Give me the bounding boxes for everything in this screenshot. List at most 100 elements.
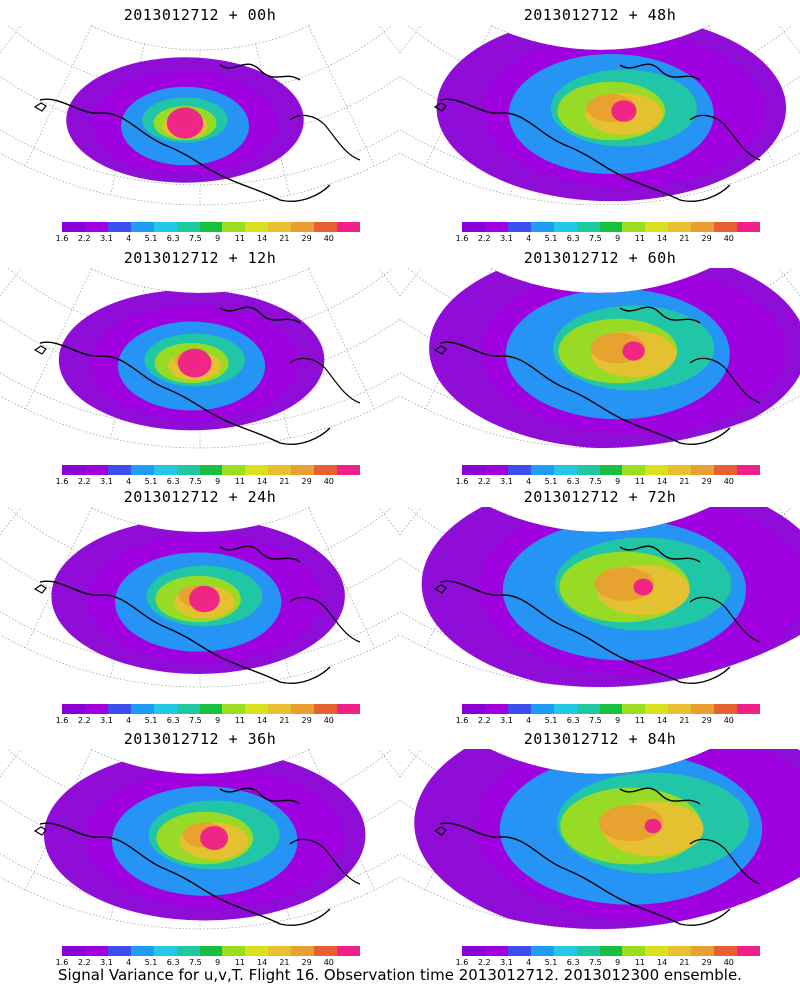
panel-title: 2013012712 + 36h: [123, 730, 277, 748]
variance-map: [0, 268, 400, 449]
colorbar-labels: 1.6 2.2 3.1 4 5.1 6.3 7.5 9 11 14 21 29 40: [445, 234, 775, 244]
colorbar-swatch: [599, 704, 623, 714]
colorbar-tick-label: 3.1: [100, 234, 113, 243]
colorbar-tick-label: 29: [701, 716, 712, 725]
variance-map: [400, 507, 800, 688]
map-panel-60h: 2013012712 + 60h 1.6 2.2 3.1 4 5.1 6.3 7.5 9 11 1…: [400, 243, 800, 488]
colorbar-tick-label: 9: [615, 716, 621, 725]
colorbar-swatch: [668, 946, 692, 956]
colorbar-labels: 1.6 2.2 3.1 4 5.1 6.3 7.5 9 11 14 21 29 40: [445, 477, 775, 487]
colorbar-labels: 1.6 2.2 3.1 4 5.1 6.3 7.5 9 11 14 21 29 40: [45, 477, 375, 487]
colorbar-tick-label: 1.6: [455, 477, 469, 486]
variance-contour: [598, 804, 664, 842]
colorbar: [462, 946, 760, 956]
variance-map: [400, 749, 800, 930]
colorbar-swatch: [176, 465, 200, 475]
coastline: [439, 787, 731, 926]
variance-contour: [177, 348, 212, 378]
coastline: [39, 545, 331, 684]
colorbar-swatch: [314, 465, 338, 475]
colorbar-tick-label: 2.2: [477, 958, 491, 967]
colorbar-tick-label: 4: [126, 477, 132, 486]
colorbar-swatch: [622, 222, 646, 232]
colorbar-tick-label: 14: [657, 477, 668, 486]
colorbar-tick-label: 2.2: [477, 716, 491, 725]
colorbar-swatch: [668, 704, 692, 714]
colorbar-tick-label: 40: [723, 477, 734, 486]
colorbar-tick-label: 1.6: [455, 958, 469, 967]
colorbar-swatch: [691, 222, 715, 232]
colorbar: [62, 946, 360, 956]
colorbar-swatch: [507, 465, 531, 475]
colorbar-swatch: [668, 222, 692, 232]
colorbar-swatch: [314, 704, 338, 714]
coastline-east: [33, 345, 361, 404]
colorbar-tick-label: 14: [257, 234, 268, 243]
colorbar-tick-label: 4: [126, 234, 132, 243]
colorbar-tick-label: 2.2: [77, 716, 91, 725]
colorbar-tick-label: 29: [701, 477, 712, 486]
colorbar-tick-label: 1.6: [455, 234, 469, 243]
colorbar-tick-label: 29: [701, 234, 712, 243]
colorbar-swatch: [222, 946, 246, 956]
colorbar-swatch: [599, 946, 623, 956]
colorbar-tick-label: 21: [679, 477, 690, 486]
variance-map: [0, 507, 400, 688]
variance-map: [400, 268, 800, 449]
colorbar-swatch: [599, 222, 623, 232]
map-panel-84h: 2013012712 + 84h 1.6 2.2 3.1 4 5.1 6.3 7.5 9 11 1…: [400, 724, 800, 969]
colorbar-swatch: [645, 222, 669, 232]
colorbar: [62, 222, 360, 232]
colorbar-swatch: [484, 465, 508, 475]
map-panel-24h: 2013012712 + 24h 1.6 2.2 3.1 4 5.1 6.3 7.5 9 11 1…: [0, 482, 400, 727]
colorbar-swatch: [337, 222, 360, 232]
colorbar-tick-label: 11: [234, 716, 245, 725]
colorbar-swatch: [176, 704, 200, 714]
colorbar-swatch: [222, 222, 246, 232]
colorbar-swatch: [530, 465, 554, 475]
colorbar-labels: 1.6 2.2 3.1 4 5.1 6.3 7.5 9 11 14 21 29 40: [45, 234, 375, 244]
coastline-east: [433, 826, 761, 885]
colorbar-tick-label: 6.3: [166, 958, 180, 967]
colorbar-tick-label: 2.2: [77, 477, 91, 486]
colorbar-tick-label: 4: [526, 234, 532, 243]
colorbar-tick-label: 11: [634, 234, 645, 243]
colorbar-tick-label: 40: [723, 958, 734, 967]
panel-title: 2013012712 + 48h: [523, 6, 677, 24]
colorbar-tick-label: 14: [257, 477, 268, 486]
colorbar-swatch: [62, 946, 85, 956]
panel-title: 2013012712 + 24h: [123, 488, 277, 506]
colorbar-swatch: [84, 946, 108, 956]
colorbar-swatch: [691, 946, 715, 956]
colorbar-swatch: [291, 222, 315, 232]
colorbar-tick-label: 14: [257, 958, 268, 967]
colorbar-swatch: [576, 946, 600, 956]
colorbar-tick-label: 4: [526, 477, 532, 486]
colorbar-swatch: [714, 704, 738, 714]
variance-contour: [166, 107, 204, 139]
colorbar-tick-label: 1.6: [55, 477, 69, 486]
colorbar-swatch: [107, 946, 131, 956]
colorbar-tick-label: 6.3: [566, 716, 580, 725]
colorbar-tick-label: 6.3: [566, 958, 580, 967]
colorbar-tick-label: 7.5: [589, 234, 602, 243]
variance-field: [58, 289, 325, 431]
colorbar-swatch: [130, 946, 154, 956]
colorbar-tick-label: 3.1: [500, 234, 513, 243]
colorbar-tick-label: 29: [301, 958, 312, 967]
panel-title: 2013012712 + 00h: [123, 6, 277, 24]
colorbar-tick-label: 5.1: [144, 234, 158, 243]
colorbar-tick-label: 5.1: [544, 234, 558, 243]
colorbar-swatch: [268, 222, 292, 232]
colorbar-tick-label: 21: [679, 958, 690, 967]
colorbar-swatch: [462, 222, 485, 232]
colorbar-tick-label: 6.3: [566, 477, 580, 486]
map-panel-12h: 2013012712 + 12h 1.6 2.2 3.1 4 5.1 6.3 7.5 9 11 1…: [0, 243, 400, 488]
colorbar-swatch: [107, 704, 131, 714]
colorbar-swatch: [507, 704, 531, 714]
colorbar-swatch: [84, 465, 108, 475]
colorbar-tick-label: 7.5: [189, 477, 202, 486]
variance-contour: [644, 818, 662, 834]
colorbar-tick-label: 1.6: [55, 234, 69, 243]
colorbar-tick-label: 7.5: [589, 958, 602, 967]
